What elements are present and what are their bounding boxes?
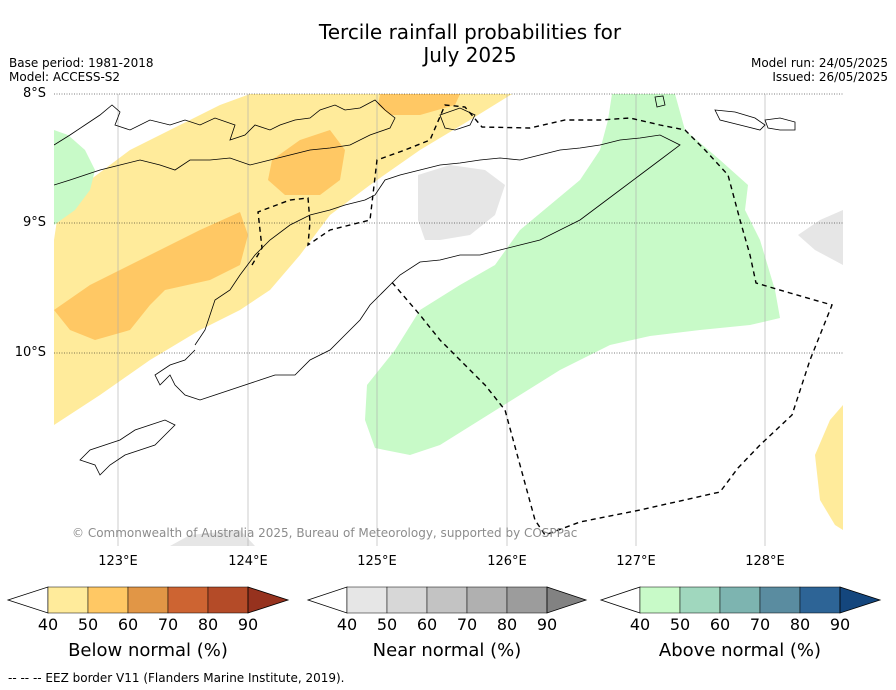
colorbar-tick-label: 50 [77, 615, 99, 634]
colorbar-lower-extend [306, 586, 348, 614]
map-title-line2: July 2025 [423, 43, 517, 67]
near-normal-area-c [170, 530, 255, 546]
below-normal-40-50-area-east [815, 405, 843, 530]
timor-island [154, 134, 681, 401]
colorbar-tick-label: 90 [536, 615, 558, 634]
colorbar-title: Above normal (%) [658, 640, 822, 661]
below-normal-40-50-area [54, 94, 512, 425]
colorbar-tick-label: 60 [117, 615, 139, 634]
colorbar-segment [87, 586, 129, 614]
colorbar-tick-label: 90 [237, 615, 259, 634]
xtick-label-125e: 125°E [357, 554, 397, 569]
xtick-label-128e: 128°E [745, 554, 785, 569]
ytick-label-9s: 9°S [22, 215, 46, 230]
above-normal-area-main [365, 94, 780, 455]
colorbar-upper-extend [247, 586, 290, 614]
colorbar-tick-label: 60 [709, 615, 731, 634]
colorbar-tick-label: 70 [456, 615, 478, 634]
graticule [54, 93, 843, 354]
colorbar-tick-label: 70 [157, 615, 179, 634]
colorbar-tick-label: 80 [197, 615, 219, 634]
colorbar-tick-label: 50 [669, 615, 691, 634]
wetar-island [654, 95, 666, 108]
xtick-label-127e: 127°E [616, 554, 656, 569]
colorbar-tick-label: 80 [789, 615, 811, 634]
coastlines [54, 95, 796, 476]
roti-island [79, 419, 176, 476]
colorbar-segment [719, 586, 761, 614]
colorbar-title: Near normal (%) [372, 640, 522, 661]
below-normal-50-60-area-c [378, 94, 460, 115]
near-normal-area-b [798, 210, 843, 265]
colorbar-segment [386, 586, 428, 614]
colorbar-segment [426, 586, 468, 614]
colorbar-upper-extend [839, 586, 882, 614]
colorbar-2 [306, 586, 588, 614]
colorbar-segment [799, 586, 841, 614]
alor-island [439, 107, 476, 131]
issued-date: Issued: 26/05/2025 [772, 70, 888, 84]
colorbar-3 [599, 586, 882, 614]
colorbar-segment [506, 586, 548, 614]
colorbar-segment [207, 586, 249, 614]
colorbar-segment [759, 586, 801, 614]
eez-border [251, 104, 833, 536]
colorbar-segment [167, 586, 209, 614]
near-normal-area-a [418, 165, 505, 240]
colorbar-1 [6, 586, 290, 614]
colorbar-tick-label: 60 [416, 615, 438, 634]
colorbar-lower-extend [6, 586, 49, 614]
colorbar-segment [639, 586, 681, 614]
colorbar-segment [346, 586, 388, 614]
flores-island [54, 99, 396, 186]
ytick-label-8s: 8°S [22, 86, 46, 101]
colorbar-segment [127, 586, 169, 614]
xtick-label-124e: 124°E [228, 554, 268, 569]
colorbar-tick-label: 40 [629, 615, 651, 634]
colorbar-tick-label: 40 [37, 615, 59, 634]
xtick-label-123e: 123°E [98, 554, 138, 569]
colorbar-tick-label: 70 [749, 615, 771, 634]
model-name: Model: ACCESS-S2 [9, 70, 121, 84]
colorbar-lower-extend [599, 586, 641, 614]
ytick-label-10s: 10°S [14, 345, 46, 360]
colorbar-segment [466, 586, 508, 614]
colorbar-tick-label: 50 [376, 615, 398, 634]
colorbar-segment [679, 586, 721, 614]
colorbar-upper-extend [546, 586, 588, 614]
colorbars [6, 586, 882, 614]
model-run: Model run: 24/05/2025 [750, 56, 888, 70]
eastern-islands [714, 109, 796, 131]
above-normal-area-west [54, 130, 95, 225]
below-normal-50-60-area-a [54, 212, 248, 340]
colorbar-tick-label: 80 [496, 615, 518, 634]
xtick-label-126e: 126°E [487, 554, 527, 569]
colorbar-tick-label: 40 [336, 615, 358, 634]
base-period: Base period: 1981-2018 [9, 56, 154, 70]
copyright-notice: © Commonwealth of Australia 2025, Bureau… [72, 526, 578, 540]
colorbar-segment [47, 586, 89, 614]
colorbar-tick-label: 90 [829, 615, 851, 634]
eez-legend-footer: -- -- -- EEZ border V11 (Flanders Marine… [8, 671, 345, 685]
colorbar-title: Below normal (%) [68, 640, 228, 661]
map-title-line1: Tercile rainfall probabilities for [318, 20, 622, 44]
below-normal-50-60-area-b [268, 130, 345, 195]
